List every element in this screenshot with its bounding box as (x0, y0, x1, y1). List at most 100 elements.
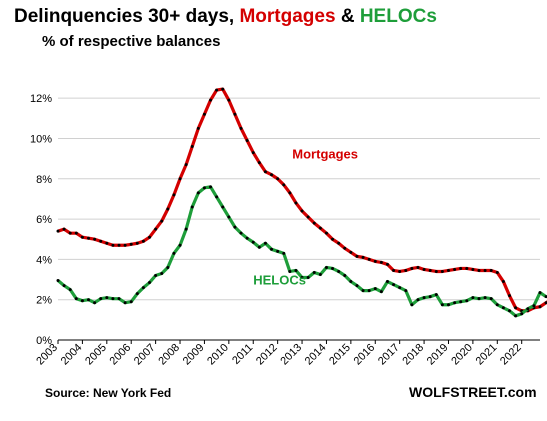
data-point-helocs (288, 269, 292, 273)
data-point-mortgages (440, 269, 444, 273)
data-point-helocs (532, 304, 536, 308)
x-tick-label: 2019 (425, 342, 451, 368)
data-point-mortgages (251, 151, 255, 155)
data-point-mortgages (202, 112, 206, 116)
data-point-helocs (215, 195, 219, 199)
y-tick-label: 6% (36, 214, 52, 226)
data-point-helocs (312, 270, 316, 274)
chart-title-amp: & (335, 6, 360, 27)
data-point-helocs (489, 297, 493, 301)
data-point-helocs (56, 279, 60, 283)
data-point-mortgages (154, 227, 158, 231)
data-point-mortgages (404, 268, 408, 272)
data-point-mortgages (68, 231, 72, 235)
x-tick-label: 2011 (230, 342, 255, 367)
data-point-mortgages (385, 262, 389, 266)
chart-subtitle: % of respective balances (42, 33, 221, 50)
data-point-helocs (135, 292, 139, 296)
data-point-helocs (184, 227, 188, 231)
data-point-mortgages (178, 177, 182, 181)
data-point-mortgages (123, 243, 127, 247)
x-tick-label: 2021 (474, 342, 500, 368)
data-point-helocs (263, 241, 267, 245)
data-point-helocs (514, 314, 518, 318)
chart-title: Delinquencies 30+ days, Mortgages & HELO… (14, 6, 437, 28)
x-tick-label: 2022 (498, 342, 524, 368)
data-point-helocs (526, 307, 530, 311)
brand-label: WOLFSTREET.com (409, 384, 537, 400)
x-tick-label: 2012 (254, 342, 280, 368)
data-point-helocs (337, 269, 341, 273)
data-point-helocs (227, 215, 231, 219)
data-point-helocs (495, 303, 499, 307)
data-point-helocs (178, 243, 182, 247)
data-point-mortgages (428, 268, 432, 272)
data-point-helocs (385, 280, 389, 284)
data-point-helocs (282, 251, 286, 255)
data-point-mortgages (392, 268, 396, 272)
x-tick-label: 2008 (156, 342, 182, 368)
data-point-mortgages (87, 236, 91, 240)
data-point-mortgages (477, 268, 481, 272)
data-point-mortgages (434, 269, 438, 273)
data-point-helocs (166, 265, 170, 269)
data-point-helocs (276, 249, 280, 253)
data-point-mortgages (538, 305, 542, 309)
data-point-mortgages (227, 98, 231, 102)
chart-title-prefix: Delinquencies 30+ days, (14, 6, 240, 27)
x-tick-label: 2004 (59, 342, 85, 368)
data-point-mortgages (361, 255, 365, 259)
y-tick-label: 0% (36, 335, 52, 347)
data-point-mortgages (233, 112, 237, 116)
data-point-mortgages (148, 235, 152, 239)
data-point-helocs (111, 297, 115, 301)
data-point-helocs (270, 247, 274, 251)
data-point-mortgages (172, 193, 176, 197)
data-point-mortgages (324, 231, 328, 235)
data-point-mortgages (501, 280, 505, 284)
data-point-helocs (477, 297, 481, 301)
data-point-mortgages (465, 266, 469, 270)
data-point-mortgages (422, 267, 426, 271)
x-tick-label: 2016 (352, 342, 378, 368)
data-point-mortgages (300, 209, 304, 213)
data-point-mortgages (270, 173, 274, 177)
x-tick-label: 2009 (181, 342, 207, 368)
data-point-mortgages (209, 98, 213, 102)
y-tick-label: 4% (36, 254, 52, 266)
data-point-mortgages (99, 239, 103, 243)
data-point-helocs (251, 240, 255, 244)
data-point-helocs (349, 280, 353, 284)
data-point-helocs (392, 283, 396, 287)
data-point-helocs (294, 268, 298, 272)
data-point-helocs (379, 290, 383, 294)
series-label-helocs: HELOCs (253, 273, 306, 288)
data-point-helocs (471, 296, 475, 300)
data-point-helocs (202, 186, 206, 190)
data-point-helocs (117, 297, 121, 301)
data-point-helocs (520, 312, 524, 316)
x-tick-label: 2020 (449, 342, 475, 368)
data-point-mortgages (184, 163, 188, 167)
data-point-helocs (453, 301, 457, 305)
data-point-helocs (459, 300, 463, 304)
y-tick-label: 10% (30, 133, 52, 145)
data-point-helocs (428, 295, 432, 299)
data-point-mortgages (379, 260, 383, 264)
y-tick-label: 2% (36, 295, 52, 307)
data-point-helocs (257, 245, 261, 249)
data-point-helocs (209, 185, 213, 189)
data-point-mortgages (93, 237, 97, 241)
data-point-mortgages (312, 221, 316, 225)
data-point-helocs (465, 299, 469, 303)
data-point-helocs (410, 303, 414, 307)
y-tick-label: 8% (36, 174, 52, 186)
data-point-helocs (105, 296, 109, 300)
data-point-helocs (343, 274, 347, 278)
data-point-mortgages (343, 246, 347, 250)
data-point-mortgages (141, 239, 145, 243)
data-point-mortgages (459, 266, 463, 270)
data-point-mortgages (355, 254, 359, 258)
data-point-helocs (367, 289, 371, 293)
data-point-mortgages (410, 266, 414, 270)
